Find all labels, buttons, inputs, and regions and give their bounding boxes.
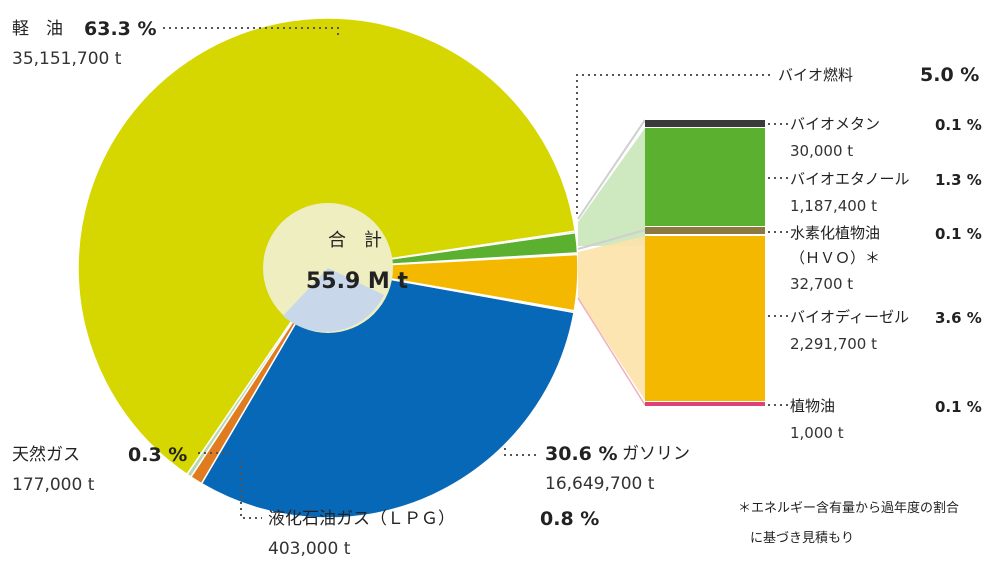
label-biomethane: バイオメタン [790, 115, 880, 133]
pct-hvo: 0.1 % [935, 225, 982, 243]
value-diesel: 35,151,700 t [12, 49, 122, 69]
value-biodiesel: 2,291,700 t [790, 335, 877, 353]
footnote-line-2: に基づき見積もり [750, 531, 854, 546]
pct-gasoline: 30.6 % [545, 443, 618, 465]
pct-bioethanol: 1.3 % [935, 171, 982, 189]
pct-vegetable-oil: 0.1 % [935, 398, 982, 416]
label-vegetable-oil: 植物油 [790, 397, 835, 415]
center-label: 合 計 [328, 230, 382, 251]
value-vegetable-oil: 1,000 t [790, 424, 844, 442]
value-natural-gas: 177,000 t [12, 475, 95, 495]
bar-segment-biodiesel [645, 236, 765, 401]
bar-segment-vegetable-oil [645, 402, 765, 406]
leader-lpg [240, 460, 262, 519]
connector-edge-top [577, 119, 646, 220]
pct-biofuel: 5.0 % [920, 64, 979, 86]
pct-biodiesel: 3.6 % [935, 309, 982, 327]
pct-natural-gas: 0.3 % [128, 444, 187, 466]
footnote-line-1: ＊エネルギー含有量から過年度の割合 [738, 500, 959, 516]
connector-ethanol [578, 128, 645, 246]
label-natural-gas: 天然ガス [12, 445, 80, 465]
value-hvo: 32,700 t [790, 275, 853, 293]
pct-biomethane: 0.1 % [935, 116, 982, 134]
label-gasoline: ガソリン [622, 444, 690, 464]
value-biomethane: 30,000 t [790, 142, 853, 160]
leader-biofuel [576, 74, 770, 214]
pct-diesel: 63.3 % [84, 18, 157, 40]
value-bioethanol: 1,187,400 t [790, 197, 877, 215]
label-biofuel: バイオ燃料 [778, 66, 853, 84]
pct-lpg: 0.8 % [540, 508, 599, 530]
leader-diesel [163, 27, 339, 36]
connector-edge-hvo [577, 229, 646, 250]
pie-slice-gasoline [200, 267, 575, 519]
label-biodiesel: バイオディーゼル [790, 308, 909, 326]
bar-segment-biomethane [645, 120, 765, 127]
label-hvo: 水素化植物油 [790, 224, 880, 242]
value-lpg: 403,000 t [268, 539, 351, 559]
label-diesel: 軽 油 [12, 19, 63, 39]
pie-center-hole-gasoline [283, 268, 384, 332]
connector-edge-bottom [577, 297, 646, 406]
value-gasoline: 16,649,700 t [545, 474, 655, 494]
connector-biodiesel [578, 236, 645, 400]
center-total: 55.9 M t [306, 269, 408, 294]
label-lpg: 液化石油ガス（ＬＰＧ） [268, 509, 455, 529]
label-hvo-line2: （ＨＶＯ）＊ [790, 249, 880, 267]
bar-segment-hvo [645, 227, 765, 234]
bar-segment-bioethanol [645, 128, 765, 226]
label-bioethanol: バイオエタノール [790, 170, 910, 188]
leader-gasoline [504, 448, 540, 456]
